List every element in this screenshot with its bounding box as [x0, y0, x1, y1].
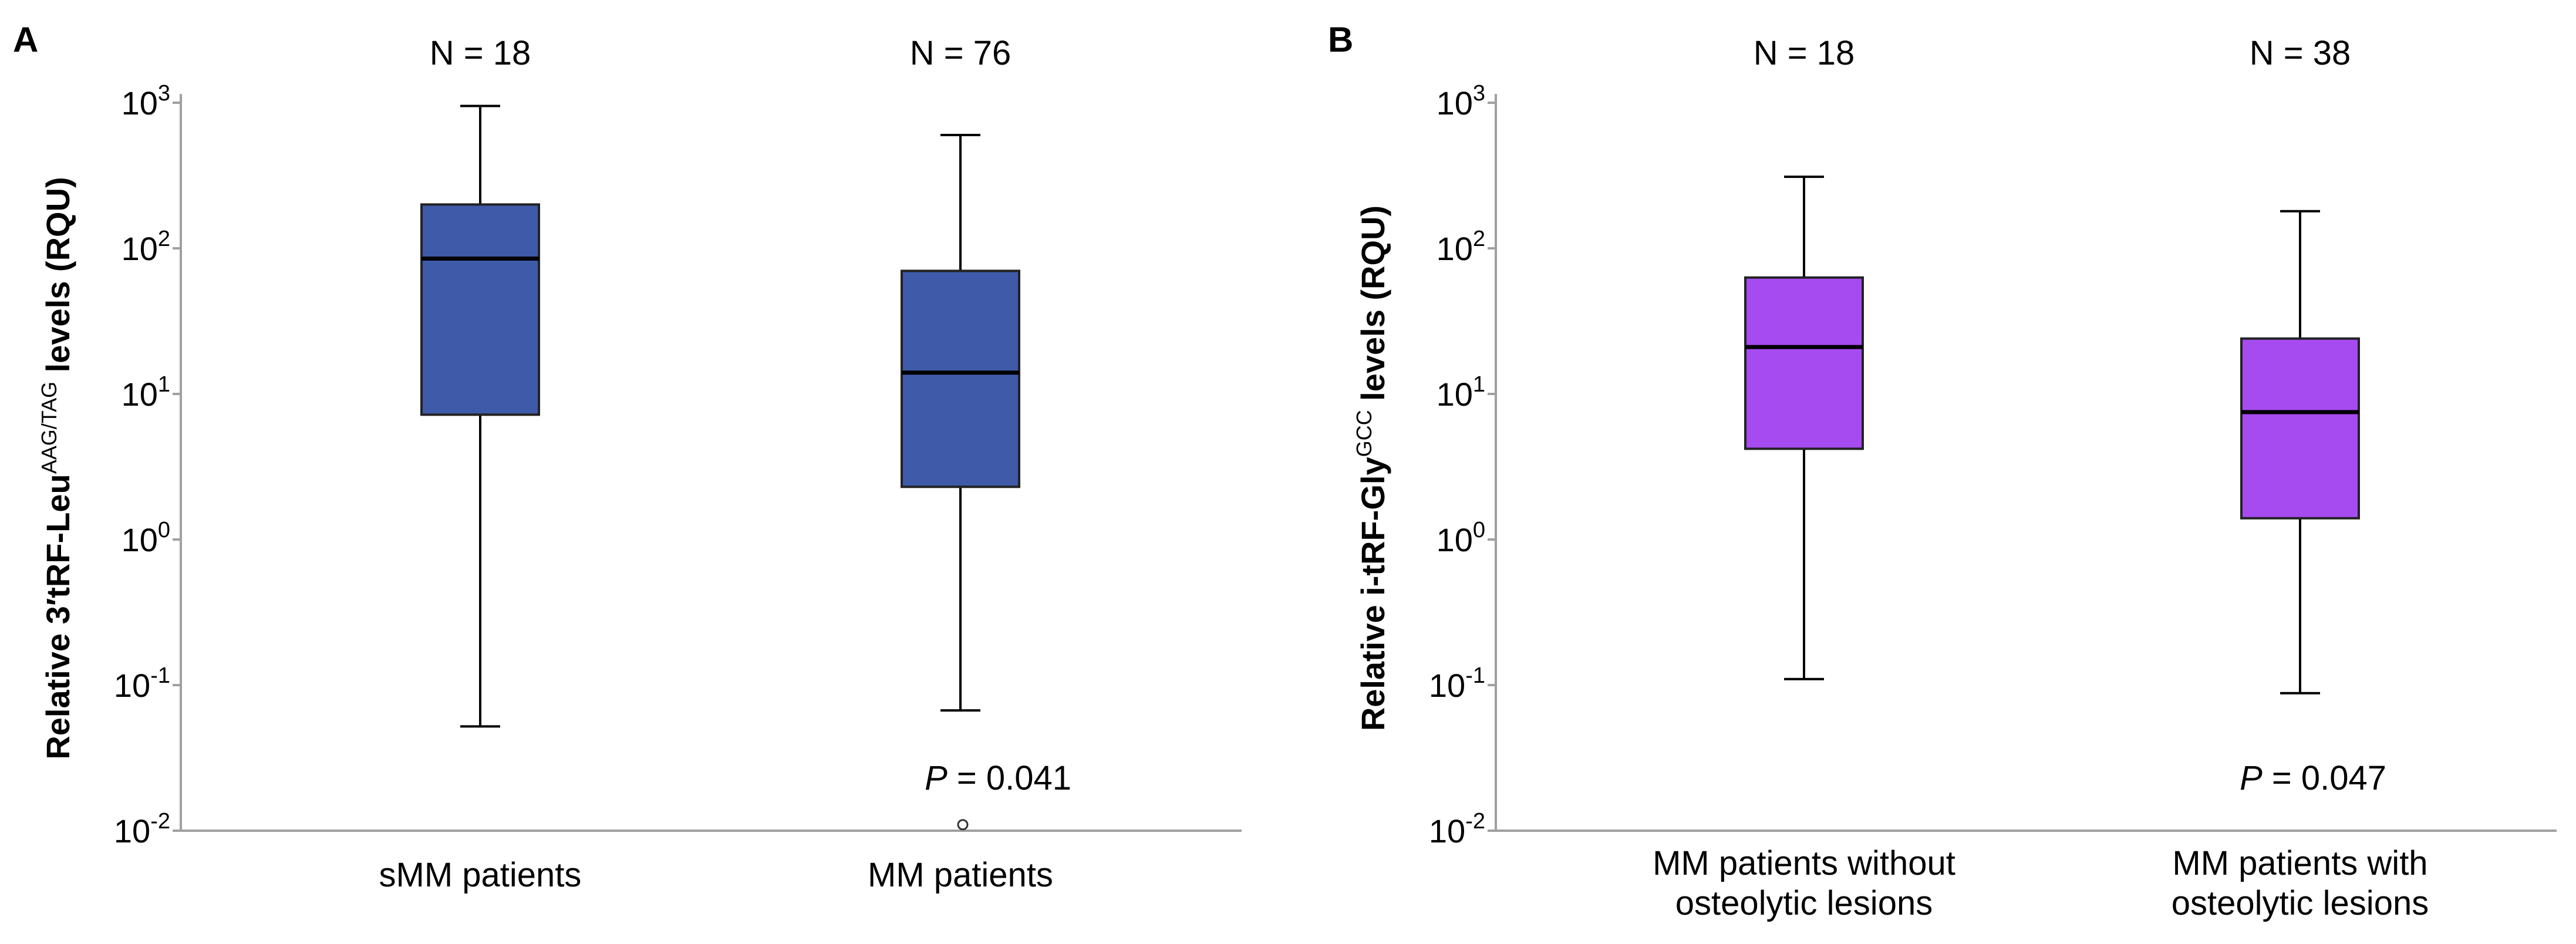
p-value-label: P = 0.047	[2240, 759, 2386, 797]
tick-exponent: 3	[158, 81, 170, 106]
p-value: = 0.047	[2263, 759, 2386, 797]
tick-base: 10	[114, 812, 150, 849]
box-group: N = 76 MM patients	[868, 34, 1053, 894]
tick-exponent: -2	[1465, 809, 1485, 834]
category-label-line: osteolytic lesions	[2172, 884, 2429, 922]
panel-letter: A	[13, 20, 38, 59]
box-group: N = 38 MM patients with osteolytic lesions	[2172, 34, 2429, 922]
y-tick-label: 10-1	[114, 663, 170, 704]
y-tick-label: 100	[1437, 518, 1485, 558]
category-label-line: MM patients without	[1653, 844, 1955, 882]
category-label: MM patients without osteolytic lesions	[1653, 844, 1955, 922]
category-label-line: osteolytic lesions	[1675, 884, 1933, 922]
tick-exponent: 2	[158, 227, 170, 251]
category-label: MM patients with osteolytic lesions	[2172, 844, 2429, 922]
tick-base: 10	[122, 376, 158, 413]
tick-exponent: 0	[158, 518, 170, 542]
tick-exponent: 1	[158, 372, 170, 397]
iqr-box	[2240, 337, 2360, 520]
tick-base: 10	[122, 521, 158, 558]
tick-exponent: 1	[1473, 372, 1485, 397]
n-label: N = 18	[430, 34, 531, 72]
y-tick-label: 103	[122, 81, 170, 122]
y-label-prefix: Relative 3′tRF-Leu	[39, 474, 76, 759]
y-label-suffix: levels (RQU)	[1354, 205, 1391, 410]
y-label-superscript: GCC	[1352, 410, 1376, 457]
y-axis-label: Relative 3′tRF-LeuAAG/TAG levels (RQU)	[37, 177, 76, 759]
n-label: N = 76	[910, 34, 1011, 72]
category-label: sMM patients	[379, 856, 582, 894]
box-group: N = 18 MM patients without osteolytic lesi…	[1653, 34, 1955, 922]
iqr-box	[420, 203, 540, 416]
category-label-line: MM patients with	[2172, 844, 2427, 882]
y-tick-label: 10-2	[1429, 809, 1485, 849]
tick-base: 10	[122, 85, 158, 122]
p-value-label: P = 0.041	[925, 759, 1071, 797]
y-label-prefix: Relative i-tRF-Gly	[1354, 457, 1391, 731]
iqr-box	[1744, 276, 1864, 450]
box-group: N = 18 sMM patients	[379, 34, 582, 894]
tick-exponent: -1	[150, 663, 170, 688]
y-tick-label: 101	[1437, 372, 1485, 413]
category-label-line: MM patients	[868, 856, 1053, 894]
tick-exponent: 3	[1473, 81, 1485, 106]
category-label: MM patients	[868, 856, 1053, 894]
tick-exponent: -2	[150, 809, 170, 834]
y-tick-label: 100	[122, 518, 170, 558]
tick-exponent: 2	[1473, 227, 1485, 251]
y-label-superscript: AAG/TAG	[37, 382, 61, 474]
tick-base: 10	[1437, 376, 1473, 413]
panel-letter: B	[1328, 20, 1353, 59]
tick-base: 10	[1429, 812, 1465, 849]
tick-base: 10	[1429, 667, 1465, 704]
p-symbol: P	[925, 759, 948, 797]
tick-exponent: -1	[1465, 663, 1485, 688]
iqr-box	[901, 269, 1020, 488]
y-tick-label: 102	[1437, 227, 1485, 267]
p-value: = 0.041	[948, 759, 1071, 797]
n-label: N = 38	[2250, 34, 2351, 72]
y-tick-label: 103	[1437, 81, 1485, 122]
tick-base: 10	[122, 230, 158, 267]
y-tick-label: 10-1	[1429, 663, 1485, 704]
tick-exponent: 0	[1473, 518, 1485, 542]
y-tick-label: 10-2	[114, 809, 170, 849]
y-tick-label: 102	[122, 227, 170, 267]
y-tick-label: 101	[122, 372, 170, 413]
y-label-suffix: levels (RQU)	[39, 177, 76, 382]
tick-base: 10	[1437, 85, 1473, 122]
y-axis-label: Relative i-tRF-GlyGCC levels (RQU)	[1352, 205, 1391, 731]
tick-base: 10	[114, 667, 150, 704]
tick-base: 10	[1437, 521, 1473, 558]
n-label: N = 18	[1754, 34, 1855, 72]
tick-base: 10	[1437, 230, 1473, 267]
outlier-point	[957, 819, 969, 831]
p-symbol: P	[2240, 759, 2263, 797]
category-label-line: sMM patients	[379, 856, 582, 894]
